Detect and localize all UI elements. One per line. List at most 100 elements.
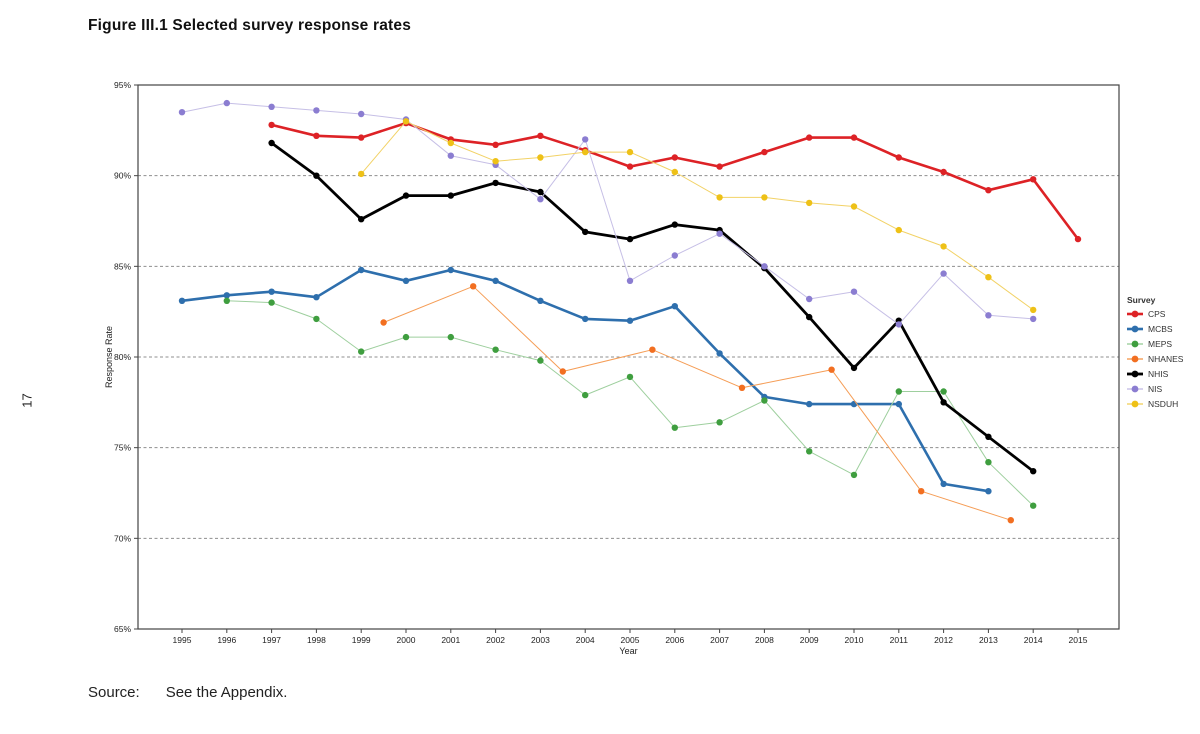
series-NSDUH-point-2009 bbox=[806, 199, 813, 207]
x-tick-label-2002: 2002 bbox=[486, 635, 505, 645]
y-tick-label-75: 75% bbox=[114, 443, 131, 453]
series-CPS-point-2007 bbox=[716, 163, 723, 170]
series-CPS-point-2014 bbox=[1030, 176, 1037, 183]
series-CPS-point-1997 bbox=[268, 121, 275, 129]
x-tick-label-2009: 2009 bbox=[800, 635, 819, 645]
series-MEPS-point-2014 bbox=[1030, 502, 1037, 509]
series-NIS-point-1995 bbox=[178, 109, 186, 116]
x-tick-label-2013: 2013 bbox=[979, 635, 998, 645]
x-tick-label-2001: 2001 bbox=[441, 635, 460, 645]
x-tick-label-1999: 1999 bbox=[352, 635, 371, 645]
series-NSDUH-point-2002 bbox=[492, 158, 499, 165]
series-NHANES-point-1999.5 bbox=[380, 319, 387, 326]
series-NSDUH-point-2003 bbox=[537, 154, 544, 161]
x-tick-label-1997: 1997 bbox=[262, 635, 281, 645]
series-NHIS-point-1997 bbox=[268, 139, 275, 147]
x-tick-label-2003: 2003 bbox=[531, 635, 550, 645]
series-MEPS-point-2000 bbox=[402, 333, 410, 341]
y-tick-label-85: 85% bbox=[114, 261, 131, 271]
legend-NSDUH-label: NSDUH bbox=[1148, 399, 1178, 409]
series-MEPS-point-1996 bbox=[223, 297, 230, 304]
series-MCBS-point-1995 bbox=[178, 297, 186, 304]
source-label: Source: bbox=[88, 684, 140, 701]
series-MEPS-point-1997 bbox=[268, 299, 275, 306]
series-MEPS-point-2002 bbox=[492, 346, 499, 353]
series-MEPS-point-2007 bbox=[716, 419, 723, 426]
series-NHIS-point-2010 bbox=[850, 364, 858, 372]
x-tick-label-2008: 2008 bbox=[755, 635, 774, 645]
x-tick-label-2004: 2004 bbox=[576, 635, 595, 645]
legend-CPS-marker bbox=[1131, 310, 1139, 318]
series-NIS-point-2005 bbox=[626, 277, 634, 284]
series-MEPS-point-2012 bbox=[940, 388, 947, 395]
series-NHIS-point-2002 bbox=[492, 179, 499, 187]
series-NSDUH-point-2004 bbox=[582, 148, 589, 156]
legend-NHIS-marker bbox=[1131, 370, 1139, 378]
series-CPS-point-2010 bbox=[850, 134, 858, 141]
series-MCBS-line bbox=[180, 268, 990, 493]
y-tick-label-80: 80% bbox=[114, 352, 131, 362]
series-MCBS-point-1999 bbox=[358, 266, 365, 274]
x-tick-label-2015: 2015 bbox=[1069, 635, 1088, 645]
series-MEPS-point-2004 bbox=[582, 391, 589, 399]
series-MEPS-point-1998 bbox=[313, 315, 320, 323]
series-MEPS-point-2006 bbox=[671, 424, 678, 431]
series-MCBS-point-2003 bbox=[537, 297, 544, 304]
x-tick-label-2006: 2006 bbox=[665, 635, 684, 645]
series-NIS-line bbox=[181, 102, 1034, 325]
x-tick-label-2005: 2005 bbox=[621, 635, 640, 645]
x-tick-label-2011: 2011 bbox=[890, 635, 909, 645]
series-NIS-point-1997 bbox=[268, 103, 275, 111]
series-CPS-point-2002 bbox=[492, 141, 499, 148]
series-NIS-point-1996 bbox=[223, 99, 230, 107]
series-MCBS-point-2005 bbox=[626, 317, 634, 324]
series-CPS-point-2003 bbox=[537, 132, 544, 139]
x-tick-label-2010: 2010 bbox=[845, 635, 864, 645]
series-MCBS-point-2002 bbox=[492, 277, 499, 284]
series-MCBS-point-2004 bbox=[582, 315, 589, 323]
series-CPS-point-2009 bbox=[806, 134, 813, 141]
series-MCBS-point-2009 bbox=[806, 400, 813, 408]
series-NSDUH-point-2014 bbox=[1030, 306, 1037, 314]
series-NIS-point-2013 bbox=[985, 312, 992, 319]
series-NHIS-point-2000 bbox=[402, 192, 410, 199]
legend-MCBS-label: MCBS bbox=[1148, 324, 1173, 334]
series-NHANES-point-2013.5 bbox=[1007, 517, 1014, 524]
series-NHIS-point-2003 bbox=[537, 188, 544, 196]
series-CPS-point-2008 bbox=[761, 148, 768, 156]
series-CPS-point-2013 bbox=[985, 187, 992, 194]
series-NSDUH-point-2012 bbox=[940, 243, 947, 250]
series-CPS-point-1998 bbox=[313, 132, 320, 139]
series-NSDUH-point-1999 bbox=[358, 170, 365, 178]
series-NIS-point-2010 bbox=[850, 288, 858, 295]
series-MEPS-point-1999 bbox=[358, 348, 365, 355]
series-NHANES-point-2003.5 bbox=[559, 368, 566, 375]
series-NSDUH-point-2008 bbox=[761, 194, 768, 201]
series-MCBS-point-2011 bbox=[895, 400, 902, 408]
series-NSDUH-point-2010 bbox=[850, 203, 858, 210]
series-NHANES-point-2011.5 bbox=[918, 488, 925, 495]
series-MEPS-point-2009 bbox=[806, 448, 813, 455]
legend-NHANES-label: NHANES bbox=[1148, 354, 1184, 364]
y-tick-label-95: 95% bbox=[114, 80, 131, 90]
series-NHANES-point-2009.5 bbox=[828, 366, 835, 373]
series-NIS-point-1999 bbox=[358, 110, 365, 118]
series-NHANES-point-2007.5 bbox=[738, 384, 746, 391]
series-MCBS-point-2006 bbox=[671, 303, 678, 310]
series-NHIS-point-2005 bbox=[626, 235, 634, 243]
series-CPS-point-1999 bbox=[358, 134, 365, 141]
series-MEPS-point-2010 bbox=[850, 471, 858, 479]
x-tick-label-1996: 1996 bbox=[217, 635, 236, 645]
series-MEPS-point-2001 bbox=[447, 333, 454, 341]
series-NSDUH-point-2001 bbox=[447, 139, 454, 147]
x-tick-label-2014: 2014 bbox=[1024, 635, 1043, 645]
source-text: See the Appendix. bbox=[165, 684, 288, 701]
figure-title: Figure III.1 Selected survey response ra… bbox=[88, 17, 412, 34]
legend-CPS-label: CPS bbox=[1148, 309, 1166, 319]
series-NHIS-point-1999 bbox=[358, 216, 365, 223]
series-NIS-point-2004 bbox=[582, 136, 589, 143]
series-NHIS-point-2013 bbox=[985, 433, 992, 440]
series-NIS-point-2012 bbox=[940, 270, 947, 277]
